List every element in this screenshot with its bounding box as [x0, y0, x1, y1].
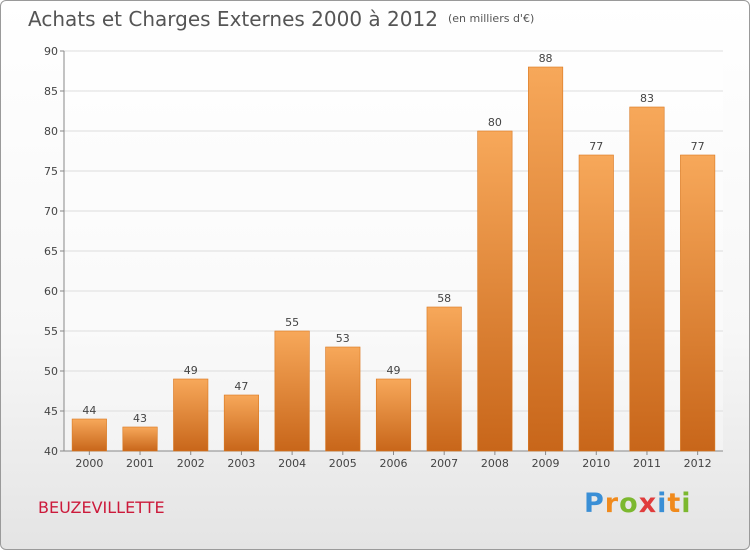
- logo-letter: o: [619, 488, 639, 519]
- x-tick-label-2000: 2000: [75, 457, 103, 470]
- x-tick-label-2012: 2012: [684, 457, 712, 470]
- x-tick-label-2002: 2002: [177, 457, 205, 470]
- bar-2011: [629, 106, 665, 452]
- x-tick-label-2005: 2005: [329, 457, 357, 470]
- place-name: BEUZEVILLETTE: [38, 498, 165, 517]
- logo-letter: i: [681, 488, 692, 519]
- chart-title: Achats et Charges Externes 2000 à 2012 (e…: [28, 7, 534, 31]
- value-label-2006: 49: [387, 364, 401, 377]
- x-tick-label-2009: 2009: [532, 457, 560, 470]
- x-tick-label-2008: 2008: [481, 457, 509, 470]
- y-tick-label: 70: [44, 205, 58, 218]
- chart-subtitle: (en milliers d'€): [447, 12, 535, 25]
- y-tick-label: 45: [44, 405, 58, 418]
- bar-2000: [71, 418, 107, 452]
- y-tick-label: 50: [44, 365, 58, 378]
- value-label-2007: 58: [437, 292, 451, 305]
- bar-2001: [122, 426, 158, 452]
- value-label-2009: 88: [539, 52, 553, 65]
- label-layer: 44 43 49 47 55 53 49 58 80 88 77 83 77: [82, 52, 704, 425]
- x-tick-label-2003: 2003: [227, 457, 255, 470]
- x-tick-label-2001: 2001: [126, 457, 154, 470]
- value-label-2011: 83: [640, 92, 654, 105]
- value-label-2005: 53: [336, 332, 350, 345]
- y-tick-label: 90: [44, 45, 58, 58]
- bar-2012: [680, 154, 716, 452]
- bar-2010: [578, 154, 614, 452]
- y-tick-label: 55: [44, 325, 58, 338]
- y-tick-label: 85: [44, 85, 58, 98]
- logo-letter: P: [584, 488, 605, 519]
- y-tick-label: 80: [44, 125, 58, 138]
- value-label-2008: 80: [488, 116, 502, 129]
- proxiti-logo: Proxiti: [584, 488, 692, 519]
- y-tick-label: 65: [44, 245, 58, 258]
- x-tick-label-2006: 2006: [380, 457, 408, 470]
- chart-title-text: Achats et Charges Externes 2000 à 2012: [28, 7, 438, 31]
- logo-letter: i: [657, 488, 668, 519]
- y-tick-label: 60: [44, 285, 58, 298]
- value-label-2002: 49: [184, 364, 198, 377]
- bar-2005: [325, 346, 361, 452]
- y-tick-label: 40: [44, 445, 58, 458]
- x-tick-label-2004: 2004: [278, 457, 306, 470]
- value-label-2000: 44: [82, 404, 96, 417]
- y-tick-label: 75: [44, 165, 58, 178]
- value-label-2001: 43: [133, 412, 147, 425]
- bar-2006: [375, 378, 412, 452]
- logo-letter: r: [604, 488, 620, 519]
- logo-letter: x: [638, 488, 658, 519]
- x-tick-label-2011: 2011: [633, 457, 661, 470]
- bar-2002: [173, 378, 209, 452]
- value-label-2003: 47: [234, 380, 248, 393]
- logo-letter: t: [667, 488, 682, 519]
- x-tick-label-2010: 2010: [582, 457, 610, 470]
- bar-layer: [71, 66, 716, 452]
- value-label-2004: 55: [285, 316, 299, 329]
- bar-2008: [477, 130, 513, 452]
- value-label-2010: 77: [589, 140, 603, 153]
- bar-2003: [223, 394, 259, 452]
- bar-2004: [274, 330, 310, 452]
- value-label-2012: 77: [691, 140, 705, 153]
- bar-2007: [426, 306, 462, 452]
- bar-2009: [528, 66, 564, 452]
- x-tick-label-2007: 2007: [430, 457, 458, 470]
